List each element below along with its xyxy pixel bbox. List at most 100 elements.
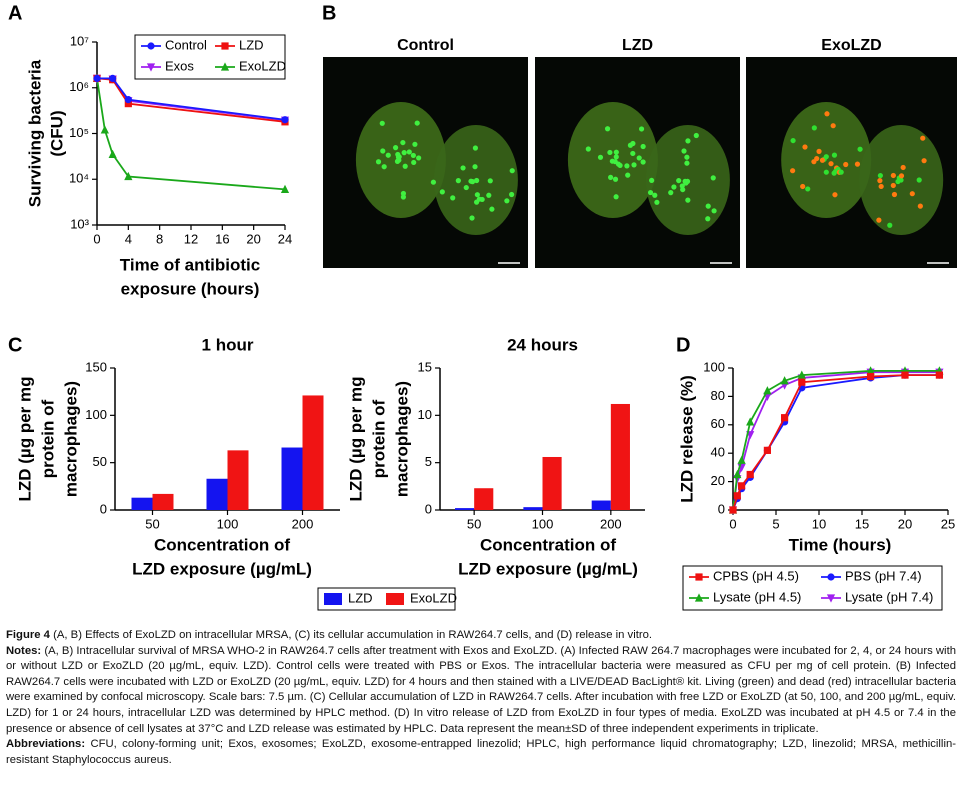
bacterium (693, 132, 699, 139)
bacterium (472, 164, 478, 170)
x-tick-label: 200 (600, 516, 622, 531)
bar (131, 497, 153, 510)
bacterium (917, 203, 923, 209)
x-tick-label: 20 (246, 231, 260, 246)
x-tick-label: 8 (156, 231, 163, 246)
bacterium (613, 149, 619, 155)
bacterium (857, 146, 863, 152)
y-axis-label: LZD (µg per mg (15, 376, 34, 501)
bacterium (823, 169, 829, 175)
bacterium (385, 152, 391, 158)
legend-label: Lysate (pH 4.5) (713, 589, 801, 604)
x-tick-label: 4 (125, 231, 132, 246)
bacterium (474, 177, 480, 184)
image-title: Control (397, 37, 454, 54)
legend-box (682, 565, 943, 611)
bacterium (509, 168, 515, 174)
series-line (97, 77, 286, 121)
series-line (732, 374, 940, 511)
bacterium (890, 182, 896, 189)
notes: Notes: (A, B) Intracellular survival of … (6, 644, 956, 738)
y-tick-label: 10³ (70, 216, 89, 231)
figure: A B C D Control LZD ExoLZD 10³ 10⁴ 10⁵ 10⁶ 10⁷ S… (8, 2, 957, 611)
bacterium (410, 152, 416, 159)
bacterium (828, 161, 834, 167)
series-line (732, 371, 940, 511)
bacterium (474, 192, 480, 198)
bacterium (681, 148, 687, 154)
y-axis-label: LZD (µg per mg (346, 376, 365, 501)
marker (733, 492, 741, 500)
bar (542, 456, 562, 510)
bar (227, 450, 249, 510)
bacterium (585, 146, 591, 152)
y-axis-label: macrophages) (392, 381, 411, 497)
marker (737, 455, 746, 464)
bacterium (460, 165, 466, 171)
bacterium (400, 194, 407, 200)
marker (694, 593, 704, 602)
x-axis-label: Time (hours) (789, 535, 892, 554)
bacterium (392, 145, 399, 151)
x-tick-label: 50 (145, 516, 159, 531)
marker (935, 371, 943, 379)
panel-label: A (8, 2, 22, 24)
y-tick-label: 10 (418, 407, 432, 422)
bacterium (843, 161, 849, 168)
y-tick-label: 100 (85, 407, 107, 422)
bacterium (624, 163, 630, 169)
bacterium (439, 189, 445, 195)
bacterium (832, 192, 838, 198)
bacterium (608, 174, 614, 180)
marker (827, 573, 835, 581)
marker (281, 116, 289, 124)
bacterium (877, 178, 883, 184)
bacterium (416, 155, 422, 161)
marker (746, 470, 754, 479)
y-tick-label: 15 (418, 359, 432, 374)
y-tick-label: 10⁶ (69, 79, 89, 94)
marker (280, 184, 290, 193)
image-title: LZD (622, 37, 653, 54)
abbreviations-text: CFU, colony-forming unit; Exos, exosomes… (6, 738, 956, 766)
bacterium (638, 126, 645, 132)
x-tick-label: 12 (184, 231, 198, 246)
bacterium (640, 159, 646, 165)
bacterium (921, 158, 927, 164)
bacterium (876, 217, 882, 223)
y-axis-label: Surviving bacteria (25, 59, 44, 207)
y-axis-label: (CFU) (47, 110, 66, 156)
legend-label: PBS (pH 7.4) (845, 568, 922, 583)
bacterium (381, 164, 387, 170)
bacterium (685, 138, 691, 144)
bacterium (476, 196, 482, 202)
bacterium (636, 155, 642, 161)
bacterium (631, 162, 637, 168)
marker (124, 100, 132, 108)
bacterium (472, 145, 479, 151)
bacterium (831, 170, 837, 176)
bacterium (604, 126, 611, 132)
bacterium (680, 186, 686, 193)
y-tick-label: 10⁷ (70, 33, 89, 48)
bacterium (887, 222, 893, 228)
y-tick-label: 80 (711, 388, 725, 403)
marker (147, 42, 155, 50)
bacterium (395, 154, 402, 160)
panel-label: B (322, 2, 336, 24)
marker (124, 96, 132, 104)
x-axis-label: LZD exposure (µg/mL) (132, 559, 312, 578)
legend-box (134, 34, 286, 80)
bacterium (920, 135, 926, 141)
legend-label: Exos (165, 58, 194, 73)
bar (281, 447, 303, 510)
bacterium (831, 152, 838, 158)
marker (100, 125, 109, 134)
bacterium (489, 206, 495, 212)
marker (108, 149, 117, 158)
bacterium (450, 195, 456, 201)
x-tick-label: 15 (855, 516, 869, 531)
x-axis-label: exposure (hours) (121, 279, 260, 298)
bacterium (400, 190, 407, 197)
